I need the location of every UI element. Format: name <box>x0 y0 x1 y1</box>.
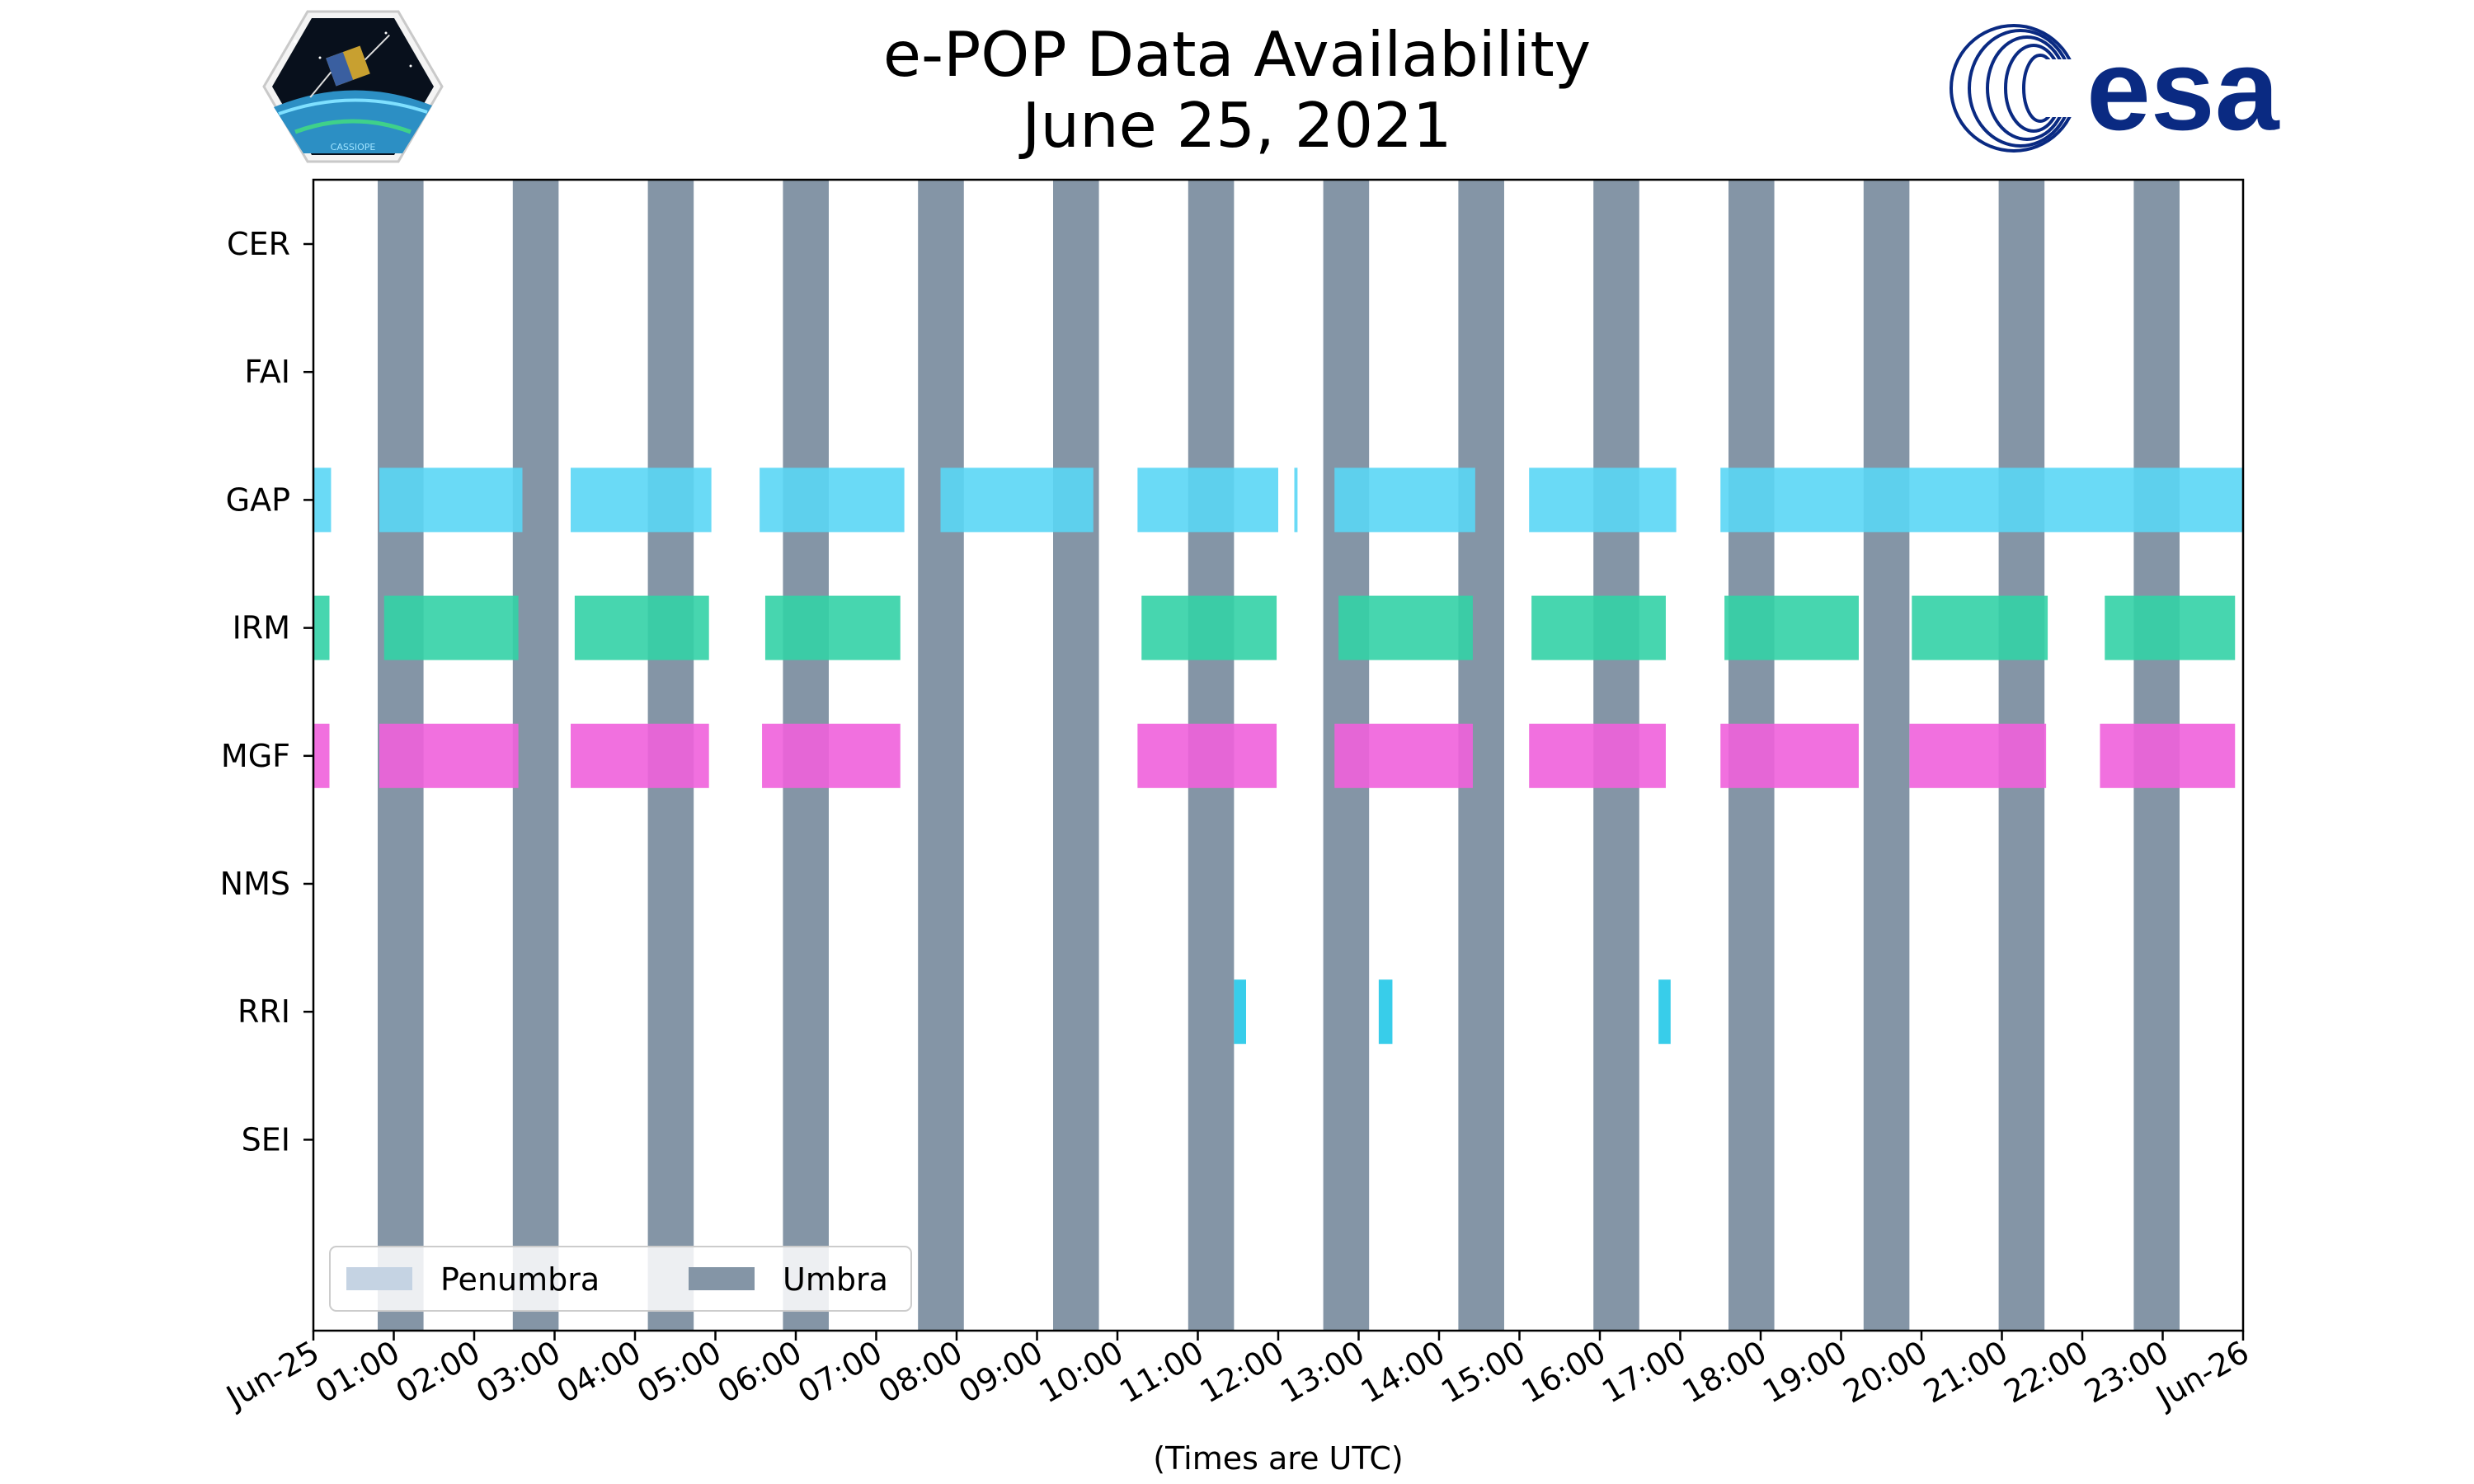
legend-swatch-umbra <box>689 1267 755 1290</box>
x-tick-label: 08:00 <box>872 1334 969 1411</box>
y-tick-label-irm: IRM <box>233 610 290 646</box>
data-bar-gap <box>940 467 1094 533</box>
x-tick-label: 07:00 <box>792 1334 888 1411</box>
data-bar-mgf <box>1529 723 1666 788</box>
cassiope-logo: CASSIOPE <box>262 10 444 163</box>
data-bar-mgf <box>762 723 901 788</box>
legend-label-penumbra: Penumbra <box>440 1261 600 1298</box>
data-bar-gap <box>379 467 523 533</box>
legend-swatch-penumbra <box>346 1267 412 1290</box>
x-tick-label: 06:00 <box>712 1334 808 1411</box>
data-bar-irm <box>2105 595 2236 660</box>
data-bar-gap <box>760 467 905 533</box>
umbra-band <box>512 180 559 1331</box>
data-bar-mgf <box>1909 723 2047 788</box>
y-tick-label-nms: NMS <box>220 866 290 902</box>
x-tick-label: Jun-25 <box>219 1334 326 1416</box>
x-tick-label: 12:00 <box>1194 1334 1291 1411</box>
data-bar-irm <box>574 595 709 660</box>
data-bar-irm <box>1338 595 1473 660</box>
x-tick-label: 14:00 <box>1355 1334 1451 1411</box>
y-tick-label-mgf: MGF <box>221 738 290 774</box>
data-bar-rri <box>1378 979 1393 1045</box>
umbra-band <box>1053 180 1099 1331</box>
cassiope-logo-text: CASSIOPE <box>331 142 376 153</box>
x-tick-label: 11:00 <box>1113 1334 1210 1411</box>
data-bar-rri <box>1234 979 1246 1045</box>
x-tick-label: Jun-26 <box>2149 1334 2255 1416</box>
data-bar-gap <box>571 467 712 533</box>
x-tick-label: 19:00 <box>1757 1334 1853 1411</box>
x-tick-label: 09:00 <box>952 1334 1049 1411</box>
data-bar-mgf <box>1334 723 1473 788</box>
data-bar-mgf <box>2100 723 2236 788</box>
x-tick-label: 20:00 <box>1837 1334 1934 1411</box>
x-tick-label: 13:00 <box>1274 1334 1371 1411</box>
data-bar-irm <box>1724 595 1859 660</box>
legend-box <box>329 1246 912 1312</box>
x-tick-label: 21:00 <box>1917 1334 2014 1411</box>
y-tick-label-gap: GAP <box>226 481 290 518</box>
data-bar-mgf <box>379 723 519 788</box>
data-bar-gap <box>1529 467 1677 533</box>
x-tick-label: 18:00 <box>1677 1334 1773 1411</box>
y-tick-label-cer: CER <box>227 226 290 262</box>
y-tick-label-fai: FAI <box>244 354 290 390</box>
data-bar-irm <box>1531 595 1666 660</box>
x-tick-label: 16:00 <box>1516 1334 1612 1411</box>
x-axis-label: (Times are UTC) <box>1153 1440 1403 1477</box>
data-bar-gap <box>1137 467 1278 533</box>
data-bar-gap <box>1720 467 2243 533</box>
data-bar-irm <box>1912 595 2048 660</box>
x-tick-label: 15:00 <box>1435 1334 1531 1411</box>
x-tick-label: 17:00 <box>1596 1334 1692 1411</box>
x-tick-label: 01:00 <box>309 1334 406 1411</box>
chart-title-line1: e-POP Data Availability <box>882 18 1592 91</box>
x-tick-label: 04:00 <box>551 1334 647 1411</box>
legend-label-umbra: Umbra <box>783 1261 888 1298</box>
data-bar-gap <box>1294 467 1298 533</box>
data-bar-mgf <box>1720 723 1859 788</box>
y-tick-label-rri: RRI <box>238 993 290 1030</box>
umbra-band <box>1863 180 1910 1331</box>
umbra-band <box>918 180 964 1331</box>
esa-logo-text: esa <box>2086 25 2280 154</box>
data-bar-gap <box>1334 467 1475 533</box>
data-bar-irm <box>383 595 519 660</box>
y-tick-label-sei: SEI <box>242 1121 290 1158</box>
data-bars <box>313 467 2243 1045</box>
data-bar-gap <box>313 467 332 533</box>
data-bar-mgf <box>571 723 709 788</box>
data-bar-mgf <box>1137 723 1277 788</box>
x-tick-label: 05:00 <box>631 1334 727 1411</box>
legend: Penumbra Umbra <box>329 1246 912 1312</box>
chart-title-line2: June 25, 2021 <box>1022 89 1452 162</box>
data-bar-irm <box>764 595 901 660</box>
x-tick-label: 10:00 <box>1033 1334 1130 1411</box>
data-bar-mgf <box>313 723 330 788</box>
x-tick-label: 03:00 <box>470 1334 567 1411</box>
x-tick-label: 02:00 <box>390 1334 487 1411</box>
esa-logo: esa <box>1950 24 2280 154</box>
data-bar-irm <box>1141 595 1277 660</box>
data-bar-rri <box>1658 979 1671 1045</box>
x-tick-label: 22:00 <box>1998 1334 2095 1411</box>
data-bar-irm <box>313 595 330 660</box>
